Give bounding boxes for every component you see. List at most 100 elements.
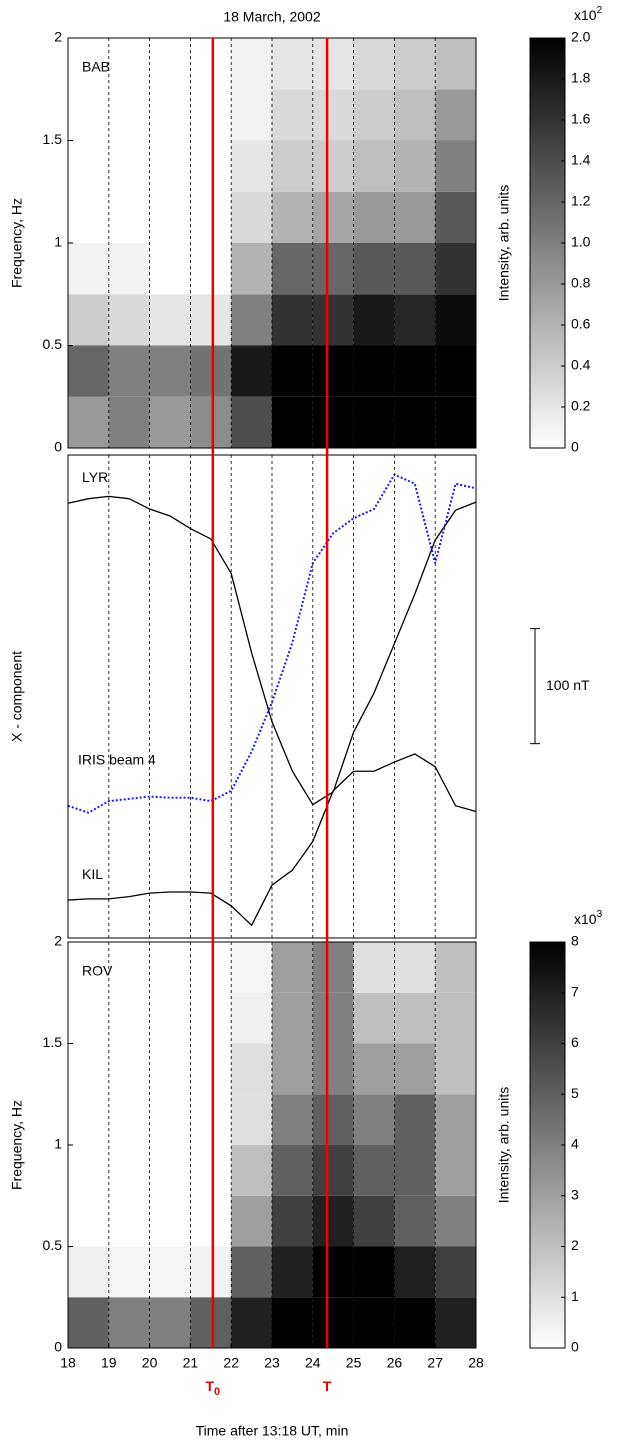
- heat-cell: [68, 294, 109, 346]
- heat-cell: [353, 1297, 395, 1348]
- heat-cell: [231, 294, 272, 346]
- heat-cell: [394, 1145, 436, 1196]
- heat-cell: [108, 345, 150, 397]
- heat-cell: [190, 345, 232, 397]
- heat-cell: [68, 942, 109, 993]
- panel-frame: [67, 37, 477, 449]
- heat-cell: [68, 345, 109, 397]
- heat-cell: [353, 1195, 395, 1247]
- x-tick-label: 27: [427, 1355, 443, 1371]
- heat-cell: [231, 1297, 272, 1348]
- heat-cell: [312, 345, 354, 397]
- heat-cell: [312, 140, 354, 192]
- y-tick-label: 0: [54, 439, 62, 455]
- multiplier-exponent: 3: [597, 909, 603, 920]
- multiplier-exponent: 2: [597, 5, 603, 16]
- heat-cell: [231, 1246, 272, 1298]
- y-tick-label: 1: [54, 1136, 62, 1152]
- heat-cell: [68, 38, 109, 90]
- y-tick-label: 0.5: [43, 336, 63, 352]
- colorbar-tick-label: 0.4: [571, 357, 591, 373]
- y-tick-label: 1: [54, 234, 62, 250]
- heat-cell: [231, 1043, 272, 1095]
- heat-cell: [435, 1043, 476, 1095]
- colorbar-tick-label: 8: [571, 933, 579, 949]
- y-axis-label: Frequency, Hz: [9, 1100, 25, 1190]
- heat-cell: [394, 38, 436, 90]
- event-label: T: [323, 1378, 332, 1394]
- heat-cell: [312, 1195, 354, 1247]
- scale-bar-label: 100 nT: [546, 677, 590, 693]
- heat-cell: [190, 1145, 232, 1196]
- heat-cell: [394, 396, 436, 448]
- heat-cell: [312, 38, 354, 90]
- y-axis-label: Frequency, Hz: [9, 198, 25, 288]
- heat-cell: [108, 1145, 150, 1196]
- heat-cell: [394, 942, 436, 993]
- heat-cell: [108, 992, 150, 1044]
- heat-cell: [394, 89, 436, 141]
- heat-cell: [231, 191, 272, 243]
- heat-cell: [231, 1145, 272, 1196]
- heat-cell: [312, 89, 354, 141]
- heat-cell: [108, 1297, 150, 1348]
- x-tick-label: 28: [468, 1355, 484, 1371]
- heat-cell: [312, 942, 354, 993]
- heat-cell: [312, 992, 354, 1044]
- heat-cell: [312, 1094, 354, 1145]
- colorbar-tick-label: 3: [571, 1186, 579, 1202]
- y-tick-label: 1.5: [43, 1034, 63, 1050]
- series-line: [67, 753, 477, 927]
- colorbar-tick-label: 5: [571, 1085, 579, 1101]
- heat-cell: [231, 942, 272, 993]
- event-label-sub: 0: [214, 1386, 220, 1398]
- colorbar-tick-label: 7: [571, 983, 579, 999]
- heat-cell: [435, 140, 476, 192]
- heat-cell: [231, 38, 272, 90]
- series-label: IRIS beam 4: [78, 751, 156, 767]
- heat-cell: [353, 243, 395, 295]
- heat-cell: [108, 294, 150, 346]
- heat-cell: [68, 140, 109, 192]
- event-label: T0: [205, 1378, 220, 1398]
- heat-cell: [68, 1246, 109, 1298]
- colorbar-multiplier: x103: [574, 909, 603, 927]
- heat-cell: [394, 1246, 436, 1298]
- colorbar-tick-label: 1: [571, 1288, 579, 1304]
- heat-cell: [190, 1094, 232, 1145]
- colorbar-tick-label: 1.4: [571, 152, 591, 168]
- heat-cell: [353, 294, 395, 346]
- heat-cell: [272, 396, 313, 448]
- heat-cell: [435, 345, 476, 397]
- heat-cell: [272, 140, 313, 192]
- heat-cell: [312, 1246, 354, 1298]
- heat-cell: [272, 992, 313, 1044]
- x-tick-label: 21: [183, 1355, 199, 1371]
- heat-cell: [68, 1297, 109, 1348]
- heat-cell: [149, 345, 191, 397]
- heat-cell: [394, 1043, 436, 1095]
- heat-cell: [272, 1195, 313, 1247]
- heat-cell: [272, 942, 313, 993]
- colorbar-tick-label: 2: [571, 1237, 579, 1253]
- x-tick-label: 20: [142, 1355, 158, 1371]
- heat-cell: [394, 140, 436, 192]
- colorbar-tick-label: 1.2: [571, 193, 591, 209]
- colorbar-tick-label: 2.0: [571, 29, 591, 45]
- heat-cell: [272, 38, 313, 90]
- heat-cell: [435, 89, 476, 141]
- heat-cell: [312, 243, 354, 295]
- y-tick-label: 0: [54, 1339, 62, 1355]
- heat-cell: [353, 140, 395, 192]
- heat-cell: [108, 396, 150, 448]
- x-axis-label: Time after 13:18 UT, min: [196, 1423, 349, 1439]
- heat-cell: [108, 191, 150, 243]
- event-label-main: T: [205, 1378, 214, 1394]
- heat-cell: [149, 140, 191, 192]
- heat-cell: [149, 942, 191, 993]
- heat-cell: [435, 1094, 476, 1145]
- colorbar: [529, 37, 566, 449]
- chart-title: 18 March, 2002: [223, 9, 320, 25]
- x-tick-label: 26: [387, 1355, 403, 1371]
- panel-label: BAB: [82, 59, 110, 75]
